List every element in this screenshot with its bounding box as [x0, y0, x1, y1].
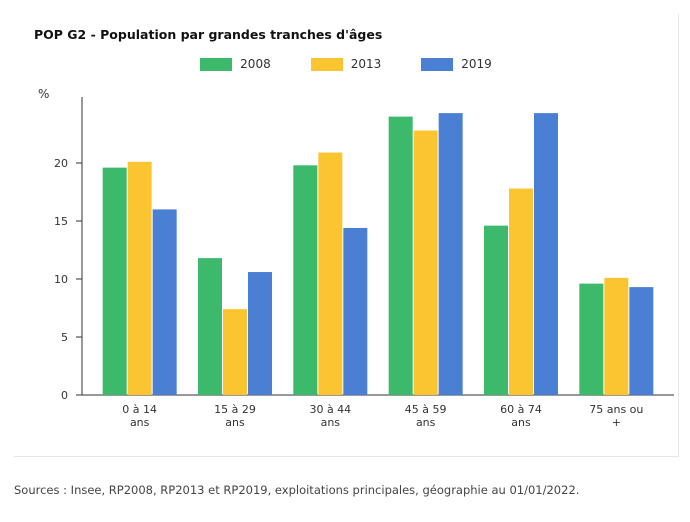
legend-swatch-2019: [421, 57, 454, 71]
legend-label-2008: 2008: [240, 57, 271, 71]
bar-2013-3: [413, 130, 438, 395]
bar-2013-2: [318, 152, 343, 395]
bar-2008-1: [198, 258, 222, 395]
bar-chart-plot: % 0 5 10 15 20 0 à 14 ans 15 à 29 ans 30 à 44 ans 45…: [38, 87, 674, 429]
legend-label-2019: 2019: [461, 57, 492, 71]
bar-2019-1: [248, 272, 272, 395]
x-tick-label: 45 à 59 ans: [405, 403, 447, 429]
bar-2008-0: [102, 167, 127, 395]
legend-swatch-2008: [200, 57, 233, 71]
bar-2008-2: [293, 165, 318, 395]
legend-item-2019[interactable]: 2019: [421, 57, 492, 71]
bar-2019-0: [152, 209, 177, 395]
bar-2013-0: [127, 161, 152, 395]
legend-item-2008[interactable]: 2008: [200, 57, 271, 71]
bar-2008-3: [388, 116, 413, 395]
bar-2013-5: [604, 277, 629, 395]
sources-note: Sources : Insee, RP2008, RP2013 et RP201…: [14, 483, 580, 497]
y-axis-unit-label: %: [38, 87, 49, 101]
bar-2013-4: [509, 188, 533, 395]
y-tick-label: 10: [54, 273, 68, 286]
bar-2019-3: [438, 113, 463, 396]
bar-2013-1: [223, 309, 247, 395]
y-tick-label: 15: [54, 215, 68, 228]
bar-2019-5: [629, 287, 654, 395]
legend-item-2013[interactable]: 2013: [310, 57, 382, 71]
x-tick-label: 75 ans ou +: [589, 403, 643, 429]
x-tick-label: 15 à 29 ans: [214, 403, 256, 429]
y-tick-label: 0: [61, 389, 68, 402]
chart-legend: 2008 2013 2019: [14, 57, 678, 71]
chart-title: POP G2 - Population par grandes tranches…: [34, 27, 383, 42]
y-tick-label: 5: [61, 331, 68, 344]
bar-2008-5: [579, 283, 604, 395]
x-tick-label: 0 à 14 ans: [122, 403, 157, 429]
bar-2019-2: [343, 227, 368, 395]
legend-label-2013: 2013: [350, 57, 382, 71]
chart-card: POP G2 - Population par grandes tranches…: [14, 14, 679, 457]
bar-2019-4: [534, 113, 558, 396]
x-tick-label: 30 à 44 ans: [309, 403, 351, 429]
bar-2008-4: [484, 225, 508, 395]
legend-swatch-2013: [310, 57, 343, 71]
x-tick-label: 60 à 74 ans: [500, 403, 542, 429]
y-tick-label: 20: [54, 157, 68, 170]
